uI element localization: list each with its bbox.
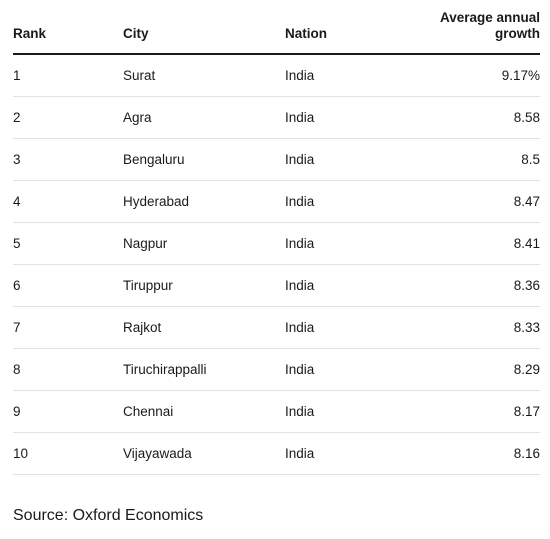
cell-city: Vijayawada [123, 432, 285, 475]
cell-rank: 10 [13, 432, 123, 475]
cell-growth: 8.47 [415, 180, 540, 223]
cell-growth: 8.29 [415, 348, 540, 391]
cell-city: Surat [123, 54, 285, 97]
table-row: 10 Vijayawada India 8.16 [13, 432, 540, 475]
cell-rank: 7 [13, 306, 123, 349]
cell-city: Nagpur [123, 222, 285, 265]
cell-growth: 8.41 [415, 222, 540, 265]
cell-growth: 9.17% [415, 54, 540, 97]
cell-rank: 8 [13, 348, 123, 391]
table-row: 5 Nagpur India 8.41 [13, 222, 540, 265]
table-row: 4 Hyderabad India 8.47 [13, 180, 540, 223]
cell-growth: 8.5 [415, 138, 540, 181]
cell-growth: 8.58 [415, 96, 540, 139]
header-growth-line1: Average annual [439, 10, 540, 25]
cell-nation: India [285, 54, 415, 97]
cell-nation: India [285, 306, 415, 349]
cell-nation: India [285, 138, 415, 181]
table-row: 9 Chennai India 8.17 [13, 390, 540, 433]
cell-nation: India [285, 348, 415, 391]
header-row: Rank City Nation Average annual growth [13, 0, 540, 55]
cell-city: Chennai [123, 390, 285, 433]
header-growth: Average annual growth [415, 0, 540, 55]
cell-growth: 8.33 [415, 306, 540, 349]
table-header: Rank City Nation Average annual growth [13, 0, 540, 55]
cell-growth: 8.36 [415, 264, 540, 307]
cell-rank: 5 [13, 222, 123, 265]
cell-nation: India [285, 390, 415, 433]
table-row: 3 Bengaluru India 8.5 [13, 138, 540, 181]
cell-nation: India [285, 222, 415, 265]
header-rank: Rank [13, 0, 123, 55]
cell-nation: India [285, 432, 415, 475]
table-row: 6 Tiruppur India 8.36 [13, 264, 540, 307]
cell-rank: 9 [13, 390, 123, 433]
cell-nation: India [285, 264, 415, 307]
table-row: 2 Agra India 8.58 [13, 96, 540, 139]
table-body: 1 Surat India 9.17% 2 Agra India 8.58 3 Bengaluru… [13, 54, 540, 475]
cell-rank: 3 [13, 138, 123, 181]
cell-rank: 2 [13, 96, 123, 139]
cell-growth: 8.17 [415, 390, 540, 433]
source-note: Source: Oxford Economics [13, 507, 204, 524]
cell-growth: 8.16 [415, 432, 540, 475]
cell-city: Rajkot [123, 306, 285, 349]
cell-nation: India [285, 180, 415, 223]
header-growth-line2: growth [495, 26, 540, 41]
table-row: 7 Rajkot India 8.33 [13, 306, 540, 349]
cell-city: Bengaluru [123, 138, 285, 181]
cell-city: Tiruchirappalli [123, 348, 285, 391]
header-nation: Nation [285, 0, 415, 55]
cell-city: Tiruppur [123, 264, 285, 307]
cell-rank: 6 [13, 264, 123, 307]
cell-rank: 4 [13, 180, 123, 223]
cell-nation: India [285, 96, 415, 139]
cell-city: Agra [123, 96, 285, 139]
table-row: 1 Surat India 9.17% [13, 54, 540, 97]
cell-city: Hyderabad [123, 180, 285, 223]
cell-rank: 1 [13, 54, 123, 97]
table-row: 8 Tiruchirappalli India 8.29 [13, 348, 540, 391]
header-city: City [123, 0, 285, 55]
